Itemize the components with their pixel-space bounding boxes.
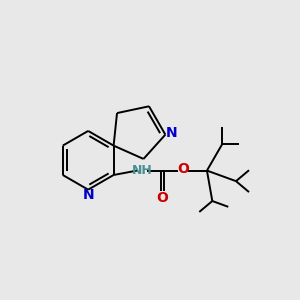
Text: N: N xyxy=(166,126,178,140)
Text: O: O xyxy=(177,162,189,176)
Text: N: N xyxy=(82,188,94,202)
Text: O: O xyxy=(157,191,168,205)
Text: NH: NH xyxy=(132,164,152,177)
